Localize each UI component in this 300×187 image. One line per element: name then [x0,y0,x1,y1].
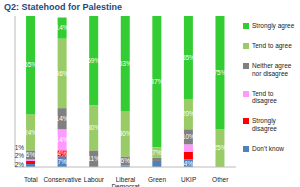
svg-text:30%: 30% [87,124,100,131]
html-text:Strongly agree: Strongly agree [252,22,295,29]
svg-text:LiberalDemocrat: LiberalDemocrat [111,176,139,187]
svg-text:24%: 24% [24,129,37,136]
svg-text:4%: 4% [57,150,67,157]
svg-text:6%: 6% [26,151,36,158]
svg-text:46%: 46% [56,70,69,77]
html-text:Q2: Statehood for Palestine: Q2: Statehood for Palestine [4,2,122,12]
svg-text:14%: 14% [56,24,69,31]
html-text:Tend to disagree: Tend to disagree [252,89,277,104]
svg-text:Labour: Labour [84,176,105,183]
svg-text:1%: 1% [15,144,25,151]
html-text:Strongly disagree: Strongly disagree [252,117,277,132]
svg-text:87%: 87% [150,78,163,85]
svg-text:55%: 55% [182,54,195,61]
svg-text:59%: 59% [87,57,100,64]
svg-text:7%: 7% [57,158,67,165]
svg-text:20%: 20% [182,110,195,117]
svg-text:Total: Total [24,176,38,183]
svg-text:Green: Green [148,176,166,183]
svg-text:11%: 11% [87,155,100,162]
svg-text:6%: 6% [121,157,131,164]
svg-text:UKIP: UKIP [181,176,196,183]
svg-text:10%: 10% [182,133,195,140]
svg-text:2%: 2% [15,161,25,168]
svg-text:75%: 75% [213,69,226,76]
svg-text:4%: 4% [184,160,194,167]
html-text:Don't know: Don't know [252,144,284,152]
svg-text:14%: 14% [56,136,69,143]
svg-text:25%: 25% [213,144,226,151]
html-text:Tend to agree: Tend to agree [252,42,292,49]
svg-text:Conservative: Conservative [43,176,81,183]
svg-text:14%: 14% [56,115,69,122]
html-text:Neither agree nor disagree: Neither agree nor disagree [252,62,292,77]
svg-text:7%: 7% [152,149,162,156]
svg-text:63%: 63% [119,60,132,67]
svg-text:2%: 2% [15,152,25,159]
svg-text:30%: 30% [119,130,132,137]
svg-text:65%: 65% [24,61,37,68]
svg-text:Other: Other [212,176,229,183]
